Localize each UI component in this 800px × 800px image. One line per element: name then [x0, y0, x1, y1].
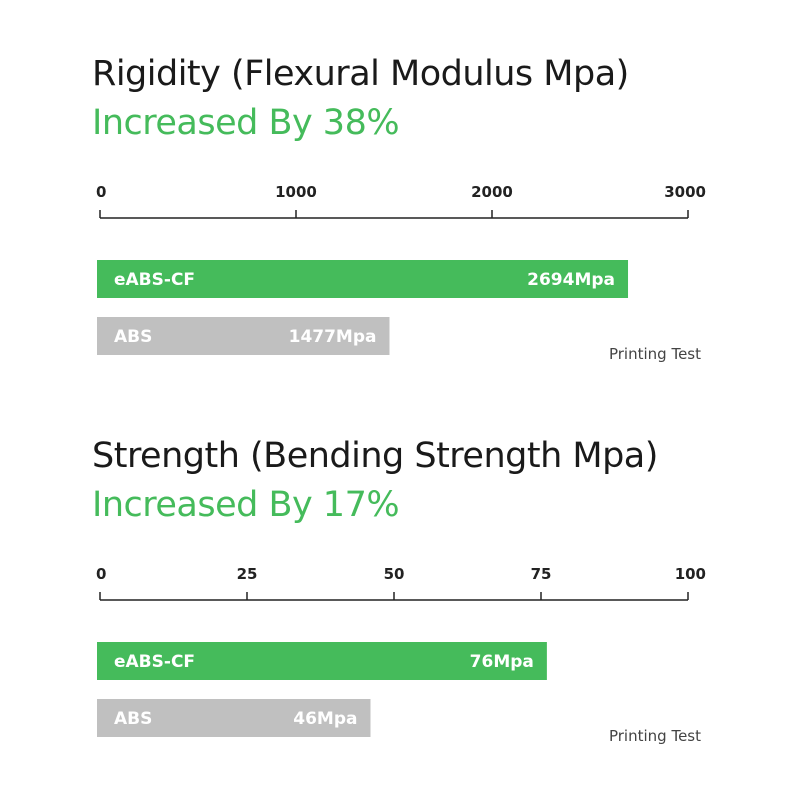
strength-chart-subtitle: Increased By 17%: [92, 485, 400, 525]
bar-value-label: 1477Mpa: [289, 327, 377, 347]
strength-chart-title: Strength (Bending Strength Mpa): [92, 436, 658, 476]
x-tick-label: 3000: [664, 183, 706, 201]
bar-eabs-cf: [97, 642, 547, 680]
x-tick-label: 0: [96, 183, 106, 201]
bar-category-label: ABS: [114, 327, 152, 347]
x-tick-label: 2000: [471, 183, 513, 201]
printing-test-note: Printing Test: [609, 345, 701, 363]
rigidity-chart-subtitle: Increased By 38%: [92, 103, 400, 143]
bar-value-label: 2694Mpa: [527, 270, 615, 290]
x-tick-label: 100: [675, 565, 706, 583]
x-tick-label: 0: [96, 565, 106, 583]
bar-category-label: eABS-CF: [114, 270, 195, 290]
bar-eabs-cf: [97, 260, 629, 298]
x-tick-label: 1000: [275, 183, 317, 201]
rigidity-bar-chart: 0 1000 2000 3000 eABS-CF 2694Mpa ABS 1477Mpa Pri…: [96, 183, 706, 363]
bar-abs: [97, 317, 390, 355]
x-tick-label: 75: [531, 565, 552, 583]
x-tick-label: 50: [384, 565, 405, 583]
bar-value-label: 46Mpa: [293, 709, 357, 729]
rigidity-chart-title: Rigidity (Flexural Modulus Mpa): [92, 54, 629, 94]
x-tick-label: 25: [237, 565, 258, 583]
strength-chart-panel: Strength (Bending Strength Mpa) Increase…: [0, 382, 800, 782]
bar-category-label: eABS-CF: [114, 652, 195, 672]
printing-test-note: Printing Test: [609, 727, 701, 745]
strength-bar-chart: 0 25 50 75 100 eABS-CF 76Mpa ABS 46Mpa Printing T…: [96, 565, 706, 745]
bar-value-label: 76Mpa: [470, 652, 534, 672]
bar-abs: [97, 699, 371, 737]
bar-category-label: ABS: [114, 709, 152, 729]
rigidity-chart-panel: Rigidity (Flexural Modulus Mpa) Increase…: [92, 54, 706, 364]
